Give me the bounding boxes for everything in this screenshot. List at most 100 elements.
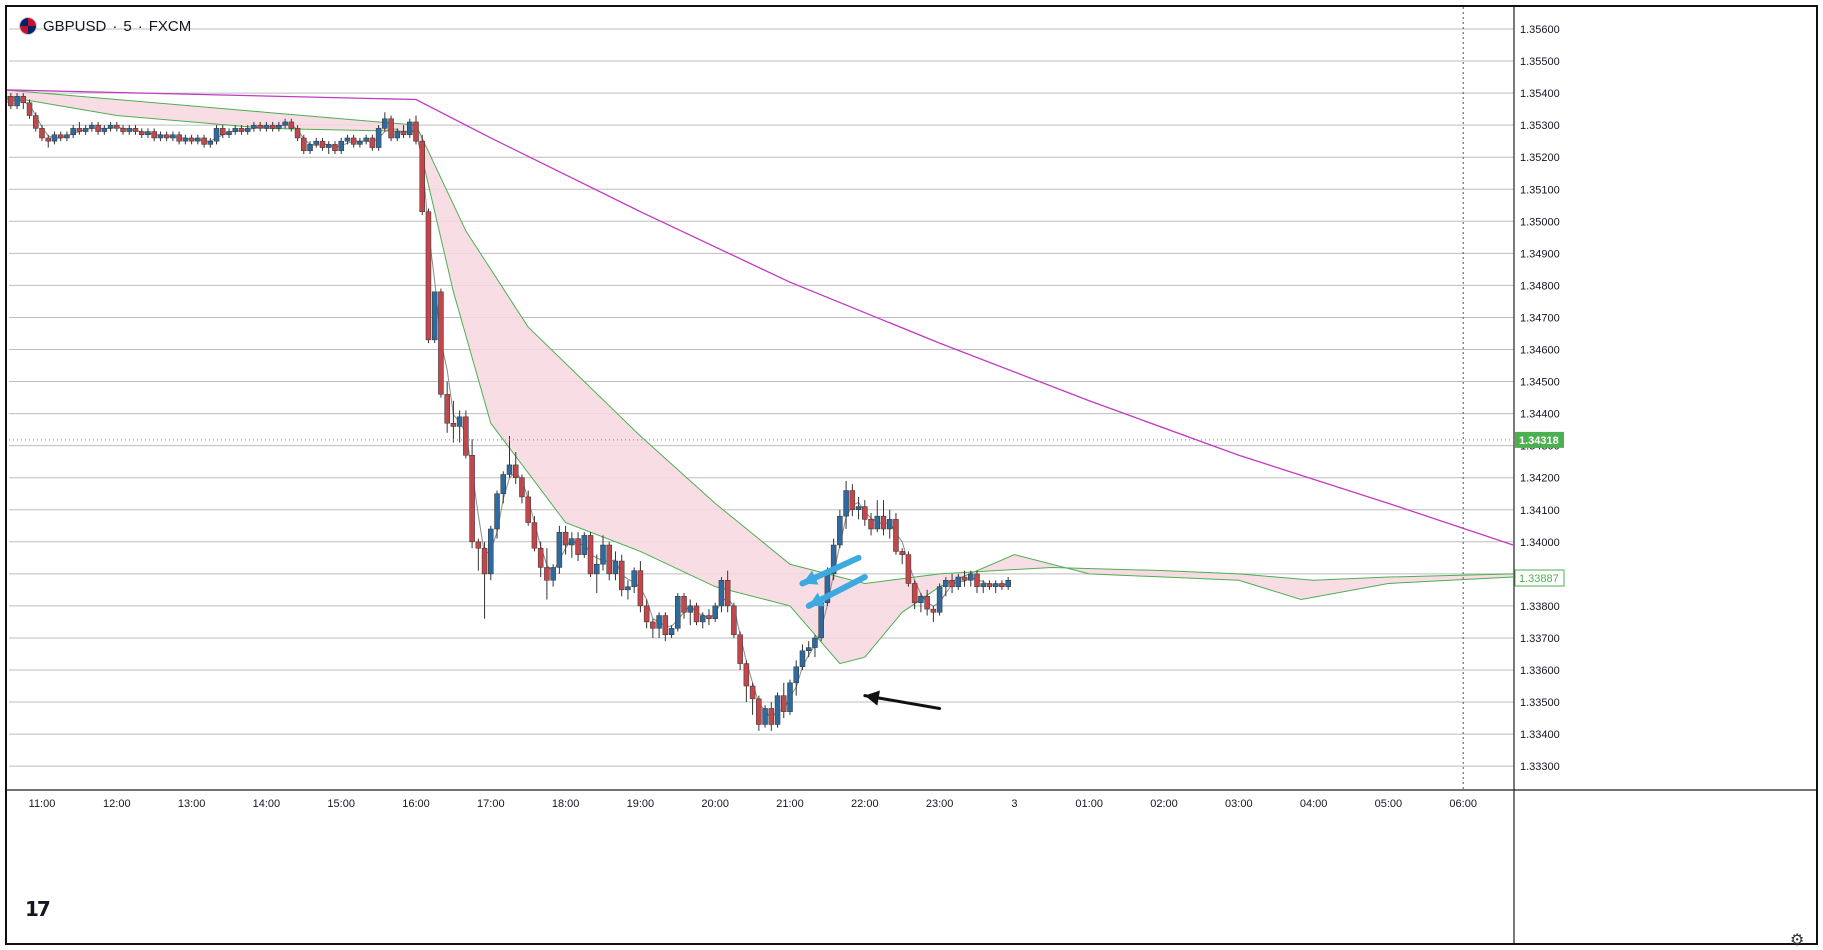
candle-body bbox=[631, 570, 637, 587]
candle-body bbox=[201, 137, 207, 145]
y-tick-label: 1.33600 bbox=[1520, 665, 1560, 677]
candle-body bbox=[138, 131, 145, 136]
candle-body bbox=[724, 580, 731, 607]
candle-body bbox=[213, 128, 220, 142]
candle-body bbox=[512, 464, 519, 478]
candle-body bbox=[781, 695, 787, 712]
candle-body bbox=[918, 596, 924, 603]
candle-body bbox=[681, 596, 687, 613]
candle-body bbox=[294, 128, 301, 139]
candle-body bbox=[731, 605, 737, 635]
candle-body bbox=[238, 128, 245, 132]
candle-body bbox=[756, 698, 762, 725]
candle-body bbox=[656, 615, 662, 629]
candle-body bbox=[51, 134, 58, 142]
candle-body bbox=[830, 544, 837, 575]
candle-body bbox=[562, 531, 569, 546]
candle-body bbox=[787, 682, 793, 712]
candle-body bbox=[606, 544, 612, 575]
candle-body bbox=[70, 128, 76, 136]
x-tick-label: 23:00 bbox=[926, 798, 954, 810]
candle-body bbox=[39, 128, 45, 139]
x-tick-label: 21:00 bbox=[776, 798, 804, 810]
candle-body bbox=[706, 615, 712, 619]
candle-body bbox=[625, 586, 631, 591]
candle-body bbox=[793, 666, 799, 684]
candle-body bbox=[618, 560, 625, 591]
x-tick-label: 12:00 bbox=[103, 798, 131, 810]
candle-body bbox=[251, 124, 257, 129]
y-tick-label: 1.34800 bbox=[1520, 280, 1560, 292]
candle-body bbox=[693, 605, 700, 623]
candle-body bbox=[375, 128, 382, 148]
y-tick-label: 1.33300 bbox=[1520, 761, 1560, 773]
candle-body bbox=[438, 291, 444, 395]
candle-body bbox=[955, 576, 962, 587]
candle-body bbox=[188, 137, 195, 142]
candle-body bbox=[911, 583, 918, 603]
candle-body bbox=[244, 128, 251, 132]
candle-body bbox=[263, 124, 270, 129]
candle-body bbox=[587, 535, 594, 575]
candle-body bbox=[506, 464, 513, 475]
candle-body bbox=[768, 708, 775, 725]
ribbon-lower-line bbox=[7, 96, 1514, 665]
candle-body bbox=[525, 496, 531, 523]
candle-body bbox=[880, 515, 887, 530]
candle-body bbox=[313, 140, 320, 145]
candle-body bbox=[999, 583, 1005, 587]
candle-body bbox=[425, 211, 432, 341]
y-tick-label: 1.33500 bbox=[1520, 697, 1560, 709]
y-tick-label: 1.35300 bbox=[1520, 120, 1560, 132]
candle-body bbox=[8, 96, 14, 107]
y-tick-label: 1.35400 bbox=[1520, 88, 1560, 100]
candle-body bbox=[762, 708, 768, 725]
gear-icon[interactable]: ⚙ bbox=[1790, 930, 1805, 949]
candle-body bbox=[176, 134, 182, 142]
x-tick-label: 17:00 bbox=[477, 798, 505, 810]
x-tick-label: 16:00 bbox=[402, 798, 430, 810]
candle-body bbox=[89, 124, 95, 129]
candle-body bbox=[419, 140, 425, 212]
candle-body bbox=[531, 522, 538, 549]
candle-body bbox=[949, 580, 955, 587]
candle-body bbox=[450, 422, 457, 427]
candle-body bbox=[600, 544, 606, 565]
candle-body bbox=[569, 538, 575, 546]
ma-slow-line bbox=[7, 89, 1514, 546]
candle-body bbox=[344, 137, 351, 142]
current-price-label: 1.33887 bbox=[1519, 573, 1559, 585]
y-tick-label: 1.34500 bbox=[1520, 377, 1560, 389]
candle-body bbox=[1005, 580, 1011, 587]
current-price-tag bbox=[1514, 569, 1565, 587]
price-chart[interactable]: 1.35600 1.35500 1.35400 1.35300 1.35200 1.351… bbox=[7, 7, 1816, 943]
candle-body bbox=[924, 596, 930, 610]
candle-body bbox=[126, 128, 133, 132]
candle-body bbox=[325, 144, 332, 148]
candle-body bbox=[257, 124, 263, 129]
candle-body bbox=[774, 695, 781, 725]
candle-body bbox=[712, 605, 718, 619]
annotation-arrow-head bbox=[864, 690, 880, 706]
interval-label[interactable]: 5 bbox=[123, 17, 132, 35]
symbol-label[interactable]: GBPUSD bbox=[43, 17, 107, 35]
candle-body bbox=[151, 131, 157, 139]
x-tick-label: 18:00 bbox=[552, 798, 580, 810]
candle-body bbox=[650, 621, 656, 629]
candle-body bbox=[431, 291, 438, 341]
candle-body bbox=[968, 573, 974, 581]
candle-body bbox=[980, 583, 986, 587]
tradingview-logo[interactable]: 17 bbox=[25, 897, 51, 921]
candle-body bbox=[350, 137, 357, 145]
separator: · bbox=[137, 17, 143, 35]
ribbon-upper-line bbox=[7, 89, 1514, 584]
candle-body bbox=[282, 121, 288, 126]
candle-body bbox=[862, 506, 868, 520]
candle-body bbox=[849, 490, 856, 510]
candle-body bbox=[332, 144, 338, 152]
candle-body bbox=[637, 570, 644, 607]
y-tick-label: 1.33400 bbox=[1520, 729, 1560, 741]
candle-body bbox=[743, 663, 750, 687]
candle-body bbox=[718, 580, 725, 607]
candle-body bbox=[45, 137, 51, 142]
